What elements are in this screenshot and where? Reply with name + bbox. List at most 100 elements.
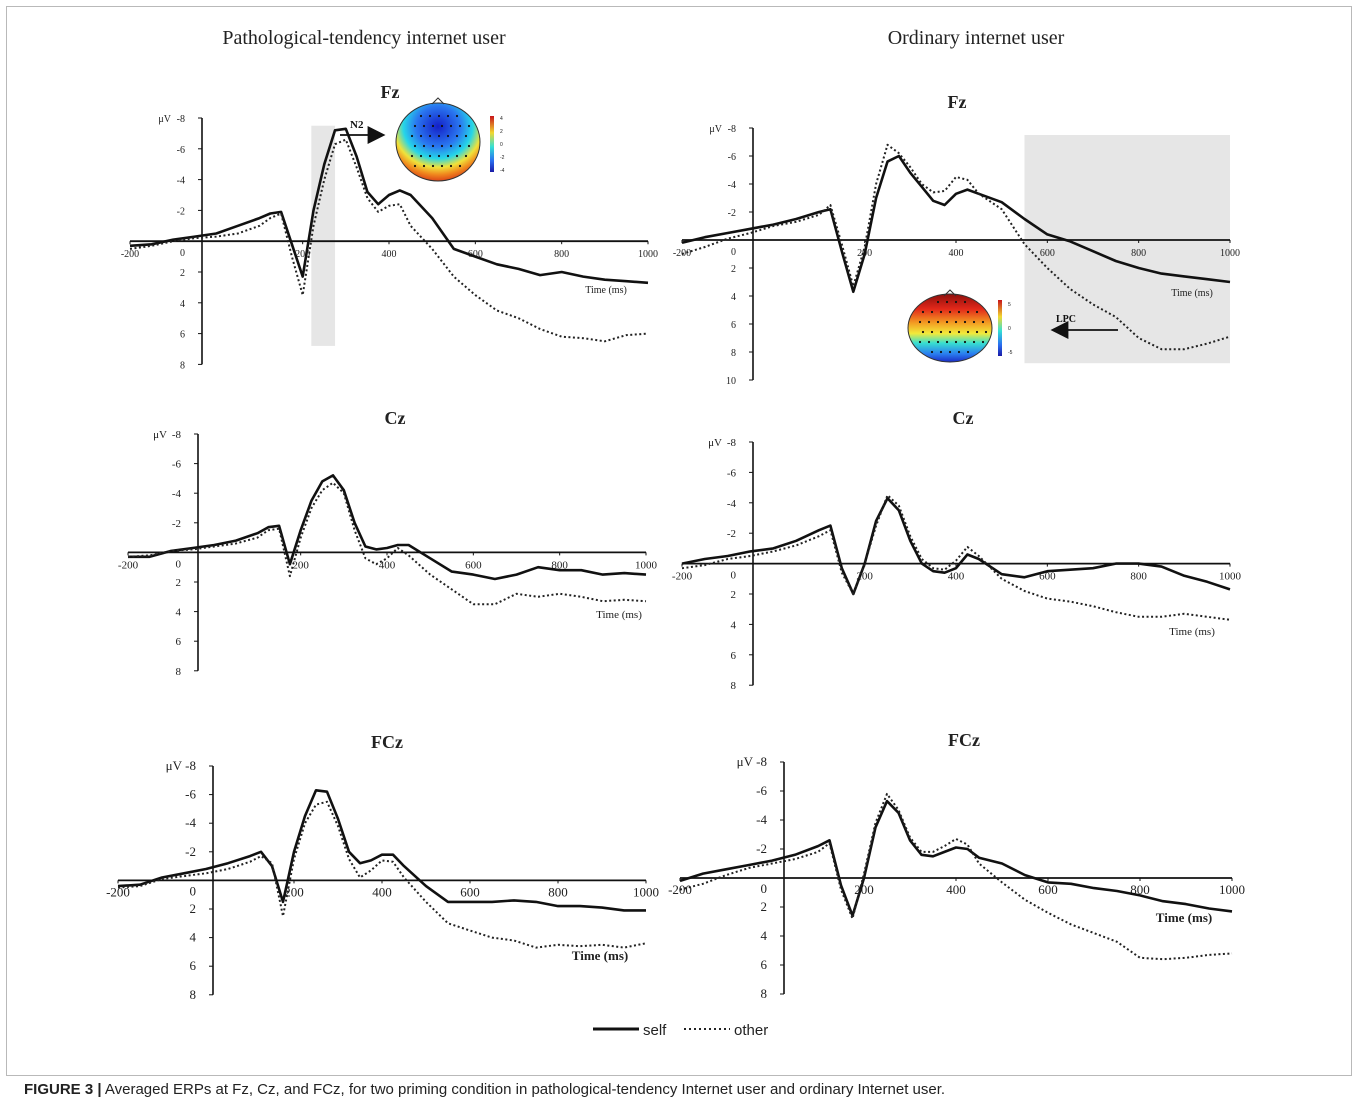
head-nose: [431, 97, 445, 105]
x-tick-label: 800: [554, 249, 569, 260]
panel-title: Fz: [948, 92, 967, 112]
panel-fz-pathological: Fz μV -8 -6 -4 -2 2 4 6 8 0 -200 200 400 600 800 1000 Tim…: [121, 82, 658, 371]
n2-annotation: N2 4 2 0 -2 -4: [340, 97, 505, 182]
electrode-dot: [936, 320, 940, 324]
y-tick-label: -8: [727, 437, 737, 449]
y-tick-label: 6: [731, 650, 737, 662]
series-other-line: [679, 792, 1233, 961]
y-tick-label: 4: [761, 928, 768, 943]
electrode-dot: [954, 300, 958, 304]
x-tick-label: -200: [118, 559, 139, 571]
electrode-dot: [948, 310, 952, 314]
n2-colorbar-label: -2: [500, 155, 505, 161]
y-tick-label: 8: [180, 360, 185, 371]
y-tick-label: 4: [731, 619, 737, 631]
lpc-annotation: 5 0 -5 LPC: [907, 289, 1118, 363]
x-tick-label: 400: [949, 248, 964, 259]
electrode-dot: [410, 154, 414, 158]
series-other-line: [117, 800, 647, 949]
electrode-dot: [449, 124, 453, 128]
x-tick-label: 200: [292, 559, 309, 571]
series-self-line: [117, 788, 646, 912]
series-other-line: [681, 143, 1231, 351]
x-tick-label: 800: [548, 884, 568, 899]
y-tick-label: 8: [176, 666, 182, 678]
x-tick-label: 400: [946, 882, 966, 897]
x-tick-label: 400: [372, 884, 392, 899]
x-tick-label: -200: [106, 884, 130, 899]
electrode-dot: [945, 300, 949, 304]
electrode-dot: [936, 340, 940, 344]
electrode-dot: [963, 340, 967, 344]
y-tick-label: -8: [185, 758, 196, 773]
x-tick-label: -200: [121, 249, 139, 260]
y-tick-label: -8: [172, 429, 182, 441]
electrode-dot: [972, 340, 976, 344]
electrode-dot: [957, 350, 961, 354]
electrode-dot: [428, 134, 432, 138]
electrode-dot: [458, 164, 462, 168]
y-tick-label: 2: [180, 268, 185, 279]
electrode-dot: [954, 320, 958, 324]
y-tick-label: 10: [726, 376, 736, 387]
y-tick-label: 2: [731, 589, 737, 601]
lpc-topography-head: [907, 293, 993, 363]
legend-other-label: other: [734, 1022, 768, 1039]
x-tick-label: 1000: [633, 884, 659, 899]
caption-label: FIGURE 3 |: [24, 1081, 102, 1098]
x-tick-label: 600: [1040, 248, 1055, 259]
electrode-dot: [921, 310, 925, 314]
y-tick-label: 0: [176, 558, 182, 570]
electrode-dot: [963, 320, 967, 324]
y-tick-label: -8: [728, 124, 736, 135]
x-tick-label: 200: [854, 882, 874, 897]
y-tick-label: -4: [172, 488, 182, 500]
series-self-line: [129, 127, 649, 285]
electrode-dot: [939, 350, 943, 354]
series-other-line: [681, 494, 1231, 621]
electrode-dot: [957, 310, 961, 314]
series-self-line: [681, 154, 1231, 294]
y-tick-label: 6: [731, 320, 736, 331]
series-other-line: [127, 481, 647, 606]
electrode-dot: [930, 350, 934, 354]
electrode-dot: [975, 310, 979, 314]
y-tick-label: 6: [761, 957, 768, 972]
y-tick-label: -2: [728, 208, 736, 219]
x-tick-label: 1000: [1219, 882, 1245, 897]
y-tick-label: 0: [190, 883, 197, 898]
y-tick-label: -4: [177, 176, 185, 187]
electrode-dot: [975, 330, 979, 334]
electrode-dot: [981, 340, 985, 344]
y-tick-label: -4: [727, 498, 737, 510]
electrode-dot: [437, 114, 441, 118]
n2-colorbar-label: 0: [500, 142, 503, 148]
x-tick-label: 600: [468, 249, 483, 260]
y-tick-label: 8: [731, 680, 737, 692]
y-tick-label: 8: [731, 348, 736, 359]
x-tick-label: 1000: [1219, 571, 1242, 583]
electrode-dot: [419, 134, 423, 138]
panel-title: FCz: [948, 730, 980, 750]
y-unit-label: μV: [737, 754, 754, 769]
electrode-dot: [966, 330, 970, 334]
x-axis-label: Time (ms): [1156, 910, 1212, 925]
n2-label: N2: [350, 119, 364, 131]
highlight-window: [311, 125, 336, 346]
y-tick-label: 4: [180, 299, 185, 310]
n2-colorbar: [490, 116, 494, 172]
y-tick-label: -2: [756, 841, 767, 856]
x-tick-label: 800: [1130, 571, 1147, 583]
y-tick-label: -2: [172, 518, 181, 530]
legend: self other: [593, 1022, 768, 1039]
electrode-dot: [918, 320, 922, 324]
electrode-dot: [939, 310, 943, 314]
x-tick-label: 1000: [638, 249, 658, 260]
y-tick-label: -6: [172, 459, 182, 471]
y-tick-label: 6: [180, 330, 185, 341]
electrode-dot: [458, 124, 462, 128]
y-unit-label: μV: [709, 124, 722, 135]
